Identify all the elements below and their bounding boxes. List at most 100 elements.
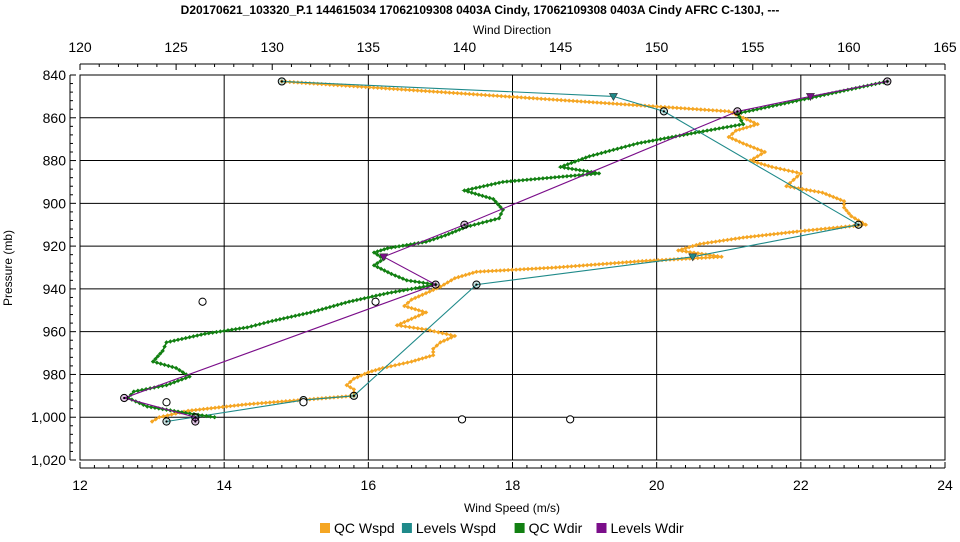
top-tick-label: 135	[357, 39, 381, 55]
data-point	[165, 413, 170, 418]
data-point	[153, 417, 158, 422]
data-point	[743, 109, 748, 115]
data-point	[150, 359, 156, 364]
data-point	[187, 411, 193, 416]
data-point	[674, 105, 680, 111]
data-point	[766, 163, 771, 169]
data-point	[491, 196, 496, 202]
data-point	[594, 100, 600, 105]
data-point	[595, 151, 600, 157]
legend-item-label: QC Wdir	[529, 520, 583, 536]
data-point	[251, 401, 257, 406]
data-point	[566, 98, 572, 103]
legend-swatch	[401, 523, 412, 533]
data-point	[804, 187, 809, 192]
data-point	[820, 190, 825, 195]
data-point	[423, 88, 428, 94]
data-point	[373, 367, 378, 373]
data-point	[358, 373, 364, 378]
data-point	[802, 228, 808, 233]
data-point	[441, 282, 447, 287]
data-point	[173, 365, 179, 371]
data-point	[423, 310, 429, 315]
data-point	[581, 168, 586, 174]
data-point	[527, 95, 532, 101]
data-point	[420, 311, 425, 317]
data-point	[270, 318, 275, 324]
data-point	[740, 141, 746, 146]
data-point	[855, 223, 860, 228]
data-point	[423, 355, 429, 360]
top-tick-label: 120	[68, 39, 92, 55]
data-point	[405, 318, 411, 323]
data-point	[744, 125, 749, 130]
series-qc-wspd	[149, 79, 869, 424]
data-point	[834, 196, 840, 201]
data-point	[419, 326, 425, 332]
data-point	[805, 93, 815, 101]
data-point	[155, 354, 161, 359]
data-point	[447, 90, 452, 95]
data-point	[751, 159, 757, 164]
data-point	[405, 360, 410, 365]
data-point-center	[123, 396, 126, 400]
data-point	[145, 404, 150, 409]
data-point	[476, 221, 481, 226]
data-point	[622, 102, 628, 107]
data-point	[725, 237, 730, 243]
data-point	[822, 226, 828, 231]
data-point	[175, 337, 181, 342]
data-point	[491, 93, 496, 98]
data-point	[586, 99, 592, 105]
data-point	[335, 302, 340, 308]
data-point	[131, 389, 137, 394]
data-point	[427, 89, 432, 94]
data-point	[363, 84, 368, 90]
data-point	[311, 81, 316, 86]
data-point	[439, 234, 444, 239]
data-point	[714, 108, 719, 113]
data-point-center	[194, 420, 197, 423]
data-point	[863, 222, 868, 227]
data-point	[537, 266, 543, 271]
legend-swatch	[596, 523, 607, 533]
data-point	[758, 106, 764, 111]
data-point	[392, 363, 398, 368]
data-point	[396, 274, 402, 280]
data-point	[701, 241, 707, 246]
data-point	[267, 400, 273, 405]
data-point	[636, 259, 641, 264]
data-point	[371, 85, 376, 90]
data-point	[409, 297, 414, 302]
data-point	[427, 328, 433, 333]
data-point	[666, 105, 672, 110]
data-point	[737, 127, 742, 132]
data-point	[402, 319, 407, 325]
data-point-center	[475, 283, 478, 286]
data-point	[831, 194, 836, 200]
data-point	[737, 139, 742, 145]
data-point	[573, 167, 579, 172]
data-point	[346, 299, 352, 304]
data-point	[160, 348, 165, 354]
data-point	[608, 261, 613, 266]
data-point	[323, 305, 329, 311]
bottom-tick-label: 20	[649, 477, 665, 493]
data-point	[747, 108, 752, 114]
data-point	[175, 378, 181, 384]
data-point	[647, 258, 653, 263]
data-point	[385, 270, 391, 275]
data-point	[798, 171, 804, 176]
bottom-tick-label: 12	[72, 477, 88, 493]
data-point	[482, 269, 487, 274]
data-point	[758, 148, 764, 153]
data-point	[463, 272, 468, 278]
data-point	[553, 265, 558, 270]
data-point	[533, 266, 539, 271]
data-point	[508, 179, 514, 184]
data-point	[228, 403, 233, 409]
data-point	[170, 364, 175, 370]
data-point	[707, 255, 712, 260]
data-point	[450, 230, 455, 235]
